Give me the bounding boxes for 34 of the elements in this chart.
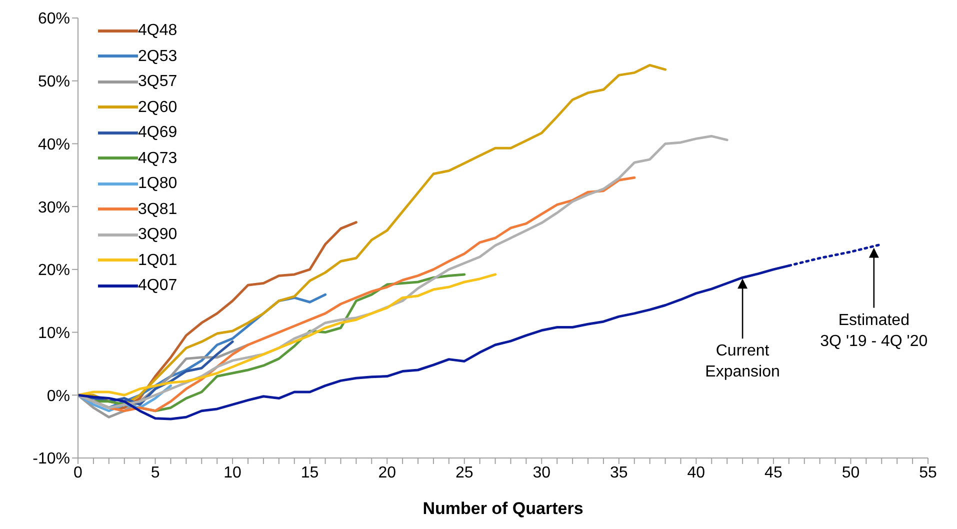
x-tick-label: 10 (224, 464, 242, 482)
legend-label: 4Q07 (138, 276, 178, 296)
y-tick-label: 0% (46, 388, 70, 405)
x-tick-label: 25 (455, 464, 474, 482)
x-tick-label: 5 (150, 464, 160, 482)
annotation: Current Expansion (705, 342, 780, 381)
y-tick-label: 60% (38, 10, 70, 28)
x-tick-label: 20 (378, 464, 396, 482)
legend-label: 1Q80 (138, 174, 178, 194)
legend-label: 2Q60 (138, 98, 178, 118)
y-tick-label: -10% (32, 450, 70, 468)
x-tick-label: 15 (300, 464, 319, 482)
x-axis-title: Number of Quarters (422, 499, 584, 518)
x-tick-label: 45 (764, 464, 782, 482)
x-tick-label: 30 (532, 464, 551, 482)
legend-label: 2Q53 (138, 46, 178, 66)
x-tick-label: 55 (919, 464, 937, 482)
y-tick-label: 40% (38, 136, 70, 154)
legend-label: 3Q57 (138, 72, 178, 92)
x-tick-label: 50 (842, 464, 860, 482)
legend-label: 4Q69 (138, 123, 178, 143)
legend-label: 1Q01 (138, 250, 178, 270)
annotation: Estimated 3Q '19 - 4Q '20 (820, 312, 928, 350)
y-tick-label: 20% (38, 262, 70, 280)
y-tick-label: 10% (38, 324, 70, 342)
y-tick-label: 50% (38, 74, 70, 91)
y-tick-label: 30% (38, 199, 70, 216)
legend-label: 4Q73 (138, 148, 178, 168)
x-tick-label: 40 (687, 464, 706, 482)
x-tick-label: 0 (74, 464, 83, 482)
x-tick-label: 35 (610, 464, 628, 482)
legend-label: 3Q81 (138, 200, 178, 220)
legend-label: 3Q90 (138, 225, 178, 245)
legend-label: 4Q48 (138, 21, 178, 41)
